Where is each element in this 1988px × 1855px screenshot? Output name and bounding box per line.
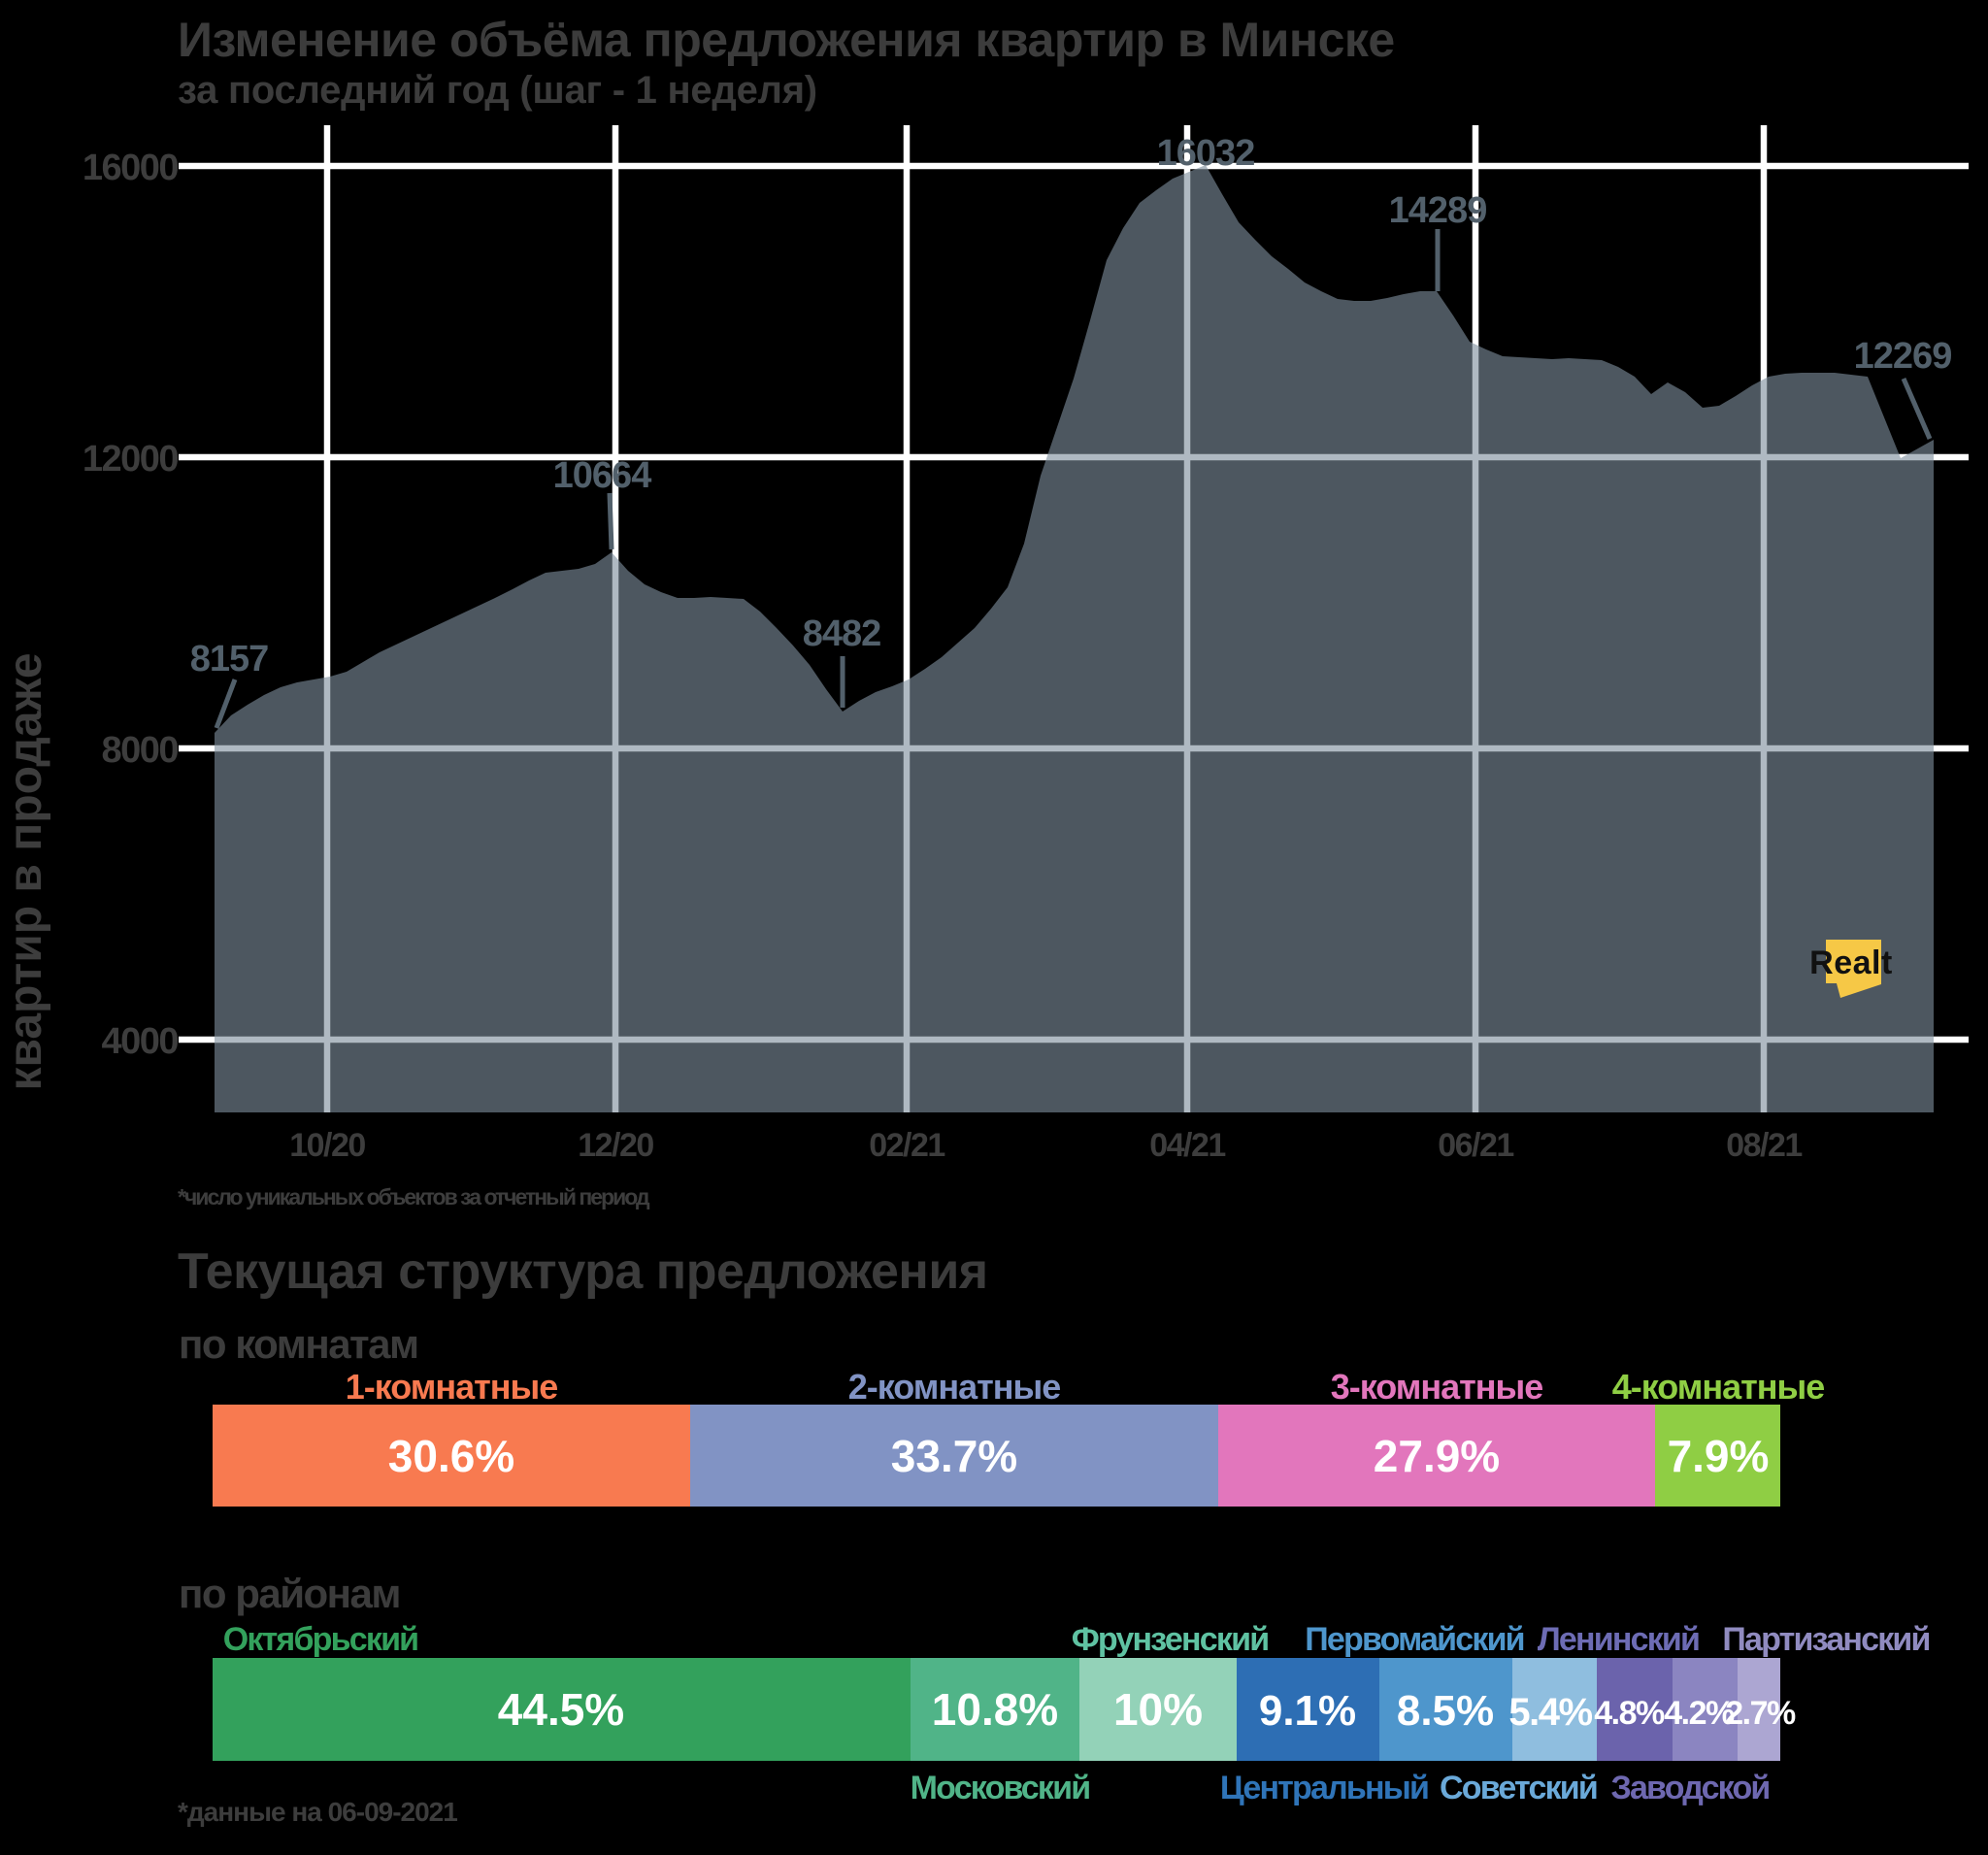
svg-text:8482: 8482 <box>803 613 881 654</box>
svg-text:14289: 14289 <box>1389 190 1487 231</box>
svg-text:Фрунзенский: Фрунзенский <box>1072 1621 1269 1658</box>
svg-text:8.5%: 8.5% <box>1397 1687 1494 1735</box>
svg-text:12269: 12269 <box>1854 336 1952 377</box>
svg-text:06/21: 06/21 <box>1438 1127 1513 1164</box>
svg-text:Советский: Советский <box>1440 1770 1597 1806</box>
svg-text:2-комнатные: 2-комнатные <box>848 1367 1061 1407</box>
svg-text:3-комнатные: 3-комнатные <box>1331 1367 1543 1407</box>
svg-text:27.9%: 27.9% <box>1374 1431 1500 1481</box>
svg-text:02/21: 02/21 <box>869 1127 944 1164</box>
svg-text:33.7%: 33.7% <box>891 1431 1017 1481</box>
svg-text:Октябрьский: Октябрьский <box>223 1621 418 1658</box>
svg-text:*данные на 06-09-2021: *данные на 06-09-2021 <box>178 1797 457 1827</box>
svg-text:4-комнатные: 4-комнатные <box>1612 1367 1825 1407</box>
svg-text:квартир в продаже: квартир в продаже <box>0 652 51 1090</box>
svg-text:10664: 10664 <box>553 455 652 496</box>
svg-text:16000: 16000 <box>83 148 179 188</box>
svg-text:Realt: Realt <box>1809 944 1893 981</box>
svg-text:8000: 8000 <box>101 730 178 771</box>
svg-text:08/21: 08/21 <box>1726 1127 1802 1164</box>
svg-text:Московский: Московский <box>911 1770 1090 1806</box>
svg-text:4.2%: 4.2% <box>1664 1695 1735 1732</box>
svg-text:04/21: 04/21 <box>1149 1127 1225 1164</box>
svg-text:*число уникальных объектов за: *число уникальных объектов за отчетный п… <box>178 1184 650 1209</box>
svg-text:30.6%: 30.6% <box>388 1431 514 1481</box>
svg-text:9.1%: 9.1% <box>1259 1687 1356 1735</box>
svg-text:1-комнатные: 1-комнатные <box>346 1367 558 1407</box>
svg-text:10%: 10% <box>1113 1684 1203 1735</box>
svg-text:2.7%: 2.7% <box>1725 1695 1796 1732</box>
svg-text:4.8%: 4.8% <box>1594 1695 1665 1732</box>
svg-text:по районам: по районам <box>179 1571 400 1616</box>
svg-text:Центральный: Центральный <box>1220 1770 1428 1806</box>
svg-text:Первомайский: Первомайский <box>1305 1621 1524 1658</box>
svg-text:10/20: 10/20 <box>289 1127 365 1164</box>
svg-text:44.5%: 44.5% <box>498 1684 624 1735</box>
svg-text:10.8%: 10.8% <box>932 1684 1058 1735</box>
svg-text:Заводской: Заводской <box>1610 1770 1769 1806</box>
svg-text:Ленинский: Ленинский <box>1538 1621 1699 1658</box>
svg-text:5.4%: 5.4% <box>1508 1691 1592 1734</box>
svg-text:16032: 16032 <box>1157 133 1255 174</box>
svg-text:12/20: 12/20 <box>578 1127 653 1164</box>
svg-text:за последний год (шаг - 1 неде: за последний год (шаг - 1 неделя) <box>178 69 817 112</box>
svg-text:по комнатам: по комнатам <box>179 1321 418 1367</box>
svg-text:12000: 12000 <box>83 439 179 480</box>
svg-text:Изменение объёма предложения к: Изменение объёма предложения квартир в М… <box>178 13 1395 67</box>
svg-text:Текущая структура предложения: Текущая структура предложения <box>178 1243 988 1300</box>
svg-text:8157: 8157 <box>190 639 269 679</box>
svg-text:Партизанский: Партизанский <box>1722 1621 1929 1658</box>
svg-text:7.9%: 7.9% <box>1668 1431 1770 1481</box>
svg-text:4000: 4000 <box>101 1021 178 1062</box>
